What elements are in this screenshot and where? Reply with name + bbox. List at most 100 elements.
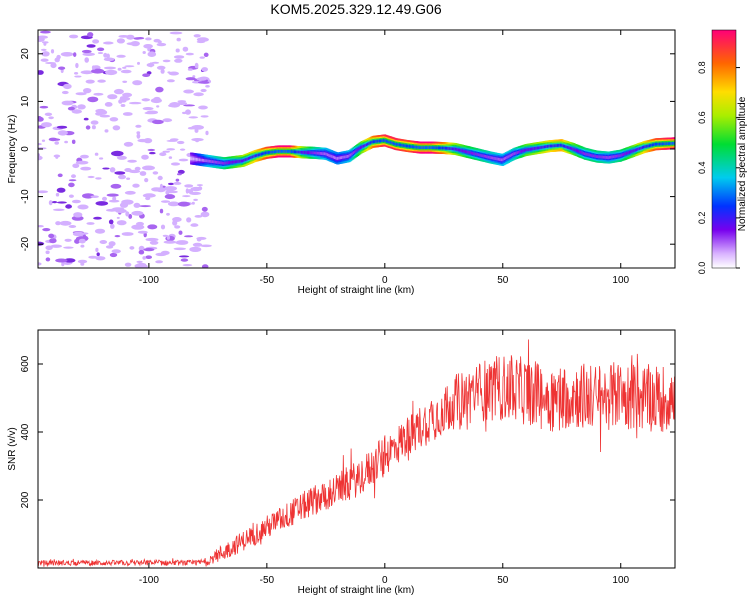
noise-blob <box>78 238 86 244</box>
noise-blob <box>177 169 185 174</box>
noise-blob <box>130 41 140 47</box>
noise-blob <box>48 200 53 206</box>
noise-blob <box>56 125 68 129</box>
noise-blob <box>183 104 196 107</box>
noise-blob <box>191 201 195 205</box>
noise-blob <box>121 232 134 236</box>
noise-blob <box>185 188 189 194</box>
noise-blob <box>205 85 210 88</box>
noise-blob <box>71 109 83 114</box>
colorbar-tick-label: 0.6 <box>697 111 707 124</box>
noise-blob <box>68 194 74 198</box>
noise-blob <box>126 34 135 40</box>
noise-blob <box>38 116 44 122</box>
noise-blob <box>72 163 80 169</box>
noise-blob <box>108 241 116 247</box>
noise-blob <box>42 41 49 44</box>
noise-blob <box>73 212 83 218</box>
noise-blob <box>95 201 109 206</box>
noise-blob <box>38 262 42 266</box>
noise-blob <box>41 51 50 57</box>
noise-blob <box>116 155 127 160</box>
noise-blob <box>38 190 49 194</box>
noise-blob <box>177 173 182 176</box>
noise-blob <box>161 200 170 203</box>
noise-blob <box>102 196 107 201</box>
noise-blob <box>192 75 196 78</box>
noise-blob <box>124 65 135 68</box>
noise-blob <box>166 79 175 83</box>
noise-blob <box>80 244 85 248</box>
noise-blob <box>131 210 144 216</box>
noise-blob <box>142 73 151 77</box>
noise-blob <box>38 70 44 75</box>
noise-blob <box>45 257 51 262</box>
noise-blob <box>152 171 159 175</box>
noise-blob <box>41 122 52 128</box>
noise-blob <box>201 67 208 72</box>
noise-blob <box>178 230 183 235</box>
noise-blob <box>39 30 51 34</box>
noise-blob <box>137 230 148 234</box>
snr-y-axis: 200 400 600 <box>20 355 675 508</box>
noise-blob <box>68 182 75 188</box>
noise-blob <box>42 228 51 232</box>
noise-blob <box>138 245 145 252</box>
noise-blob <box>99 157 104 160</box>
noise-blob <box>160 250 170 255</box>
noise-blob <box>173 55 185 59</box>
noise-blob <box>176 37 181 42</box>
noise-blob <box>187 68 193 71</box>
noise-blob <box>179 148 186 151</box>
noise-blob <box>51 201 58 204</box>
noise-blob <box>50 62 57 69</box>
noise-blob <box>118 99 123 104</box>
x-tick-label: 0 <box>382 575 388 586</box>
noise-blob <box>55 154 59 159</box>
noise-blob <box>55 258 68 263</box>
noise-blob <box>123 141 134 147</box>
figure-title: KOM5.2025.329.12.49.G06 <box>270 1 441 17</box>
noise-blob <box>178 255 190 258</box>
noise-blob <box>87 96 99 103</box>
colorbar-tick-label: 0.8 <box>697 61 707 74</box>
noise-blob <box>50 49 55 54</box>
noise-blob <box>135 124 142 128</box>
noise-blob <box>64 140 68 144</box>
noise-blob <box>68 179 77 182</box>
noise-blob <box>132 183 140 188</box>
noise-blob <box>80 70 94 75</box>
noise-blob <box>59 220 72 226</box>
noise-blob <box>205 130 209 136</box>
noise-blob <box>74 75 82 78</box>
noise-blob <box>159 152 167 157</box>
snr-x-label: Height of straight line (km) <box>298 585 415 596</box>
noise-blob <box>142 107 154 111</box>
noise-blob <box>185 52 194 56</box>
noise-blob <box>142 256 146 260</box>
noise-blob <box>54 141 59 145</box>
noise-blob <box>131 224 145 230</box>
noise-blob <box>54 57 60 63</box>
noise-blob <box>74 72 79 75</box>
noise-blob <box>84 57 89 63</box>
noise-blob <box>174 58 183 63</box>
noise-blob <box>167 71 171 74</box>
noise-blob <box>124 190 136 195</box>
noise-blob <box>176 101 188 105</box>
noise-blob <box>38 35 48 39</box>
x-tick-label: 0 <box>382 275 388 286</box>
noise-blob <box>172 217 182 222</box>
x-tick-label: -100 <box>139 275 159 286</box>
noise-blob <box>163 240 177 244</box>
noise-blob <box>152 119 164 125</box>
noise-blob <box>193 198 198 201</box>
noise-blob <box>72 231 85 237</box>
noise-blob <box>87 175 95 179</box>
noise-blob <box>71 139 76 144</box>
y-tick-label: 0 <box>20 146 31 152</box>
noise-blob <box>116 220 127 226</box>
noise-blob <box>175 48 180 53</box>
noise-blob <box>110 183 122 189</box>
